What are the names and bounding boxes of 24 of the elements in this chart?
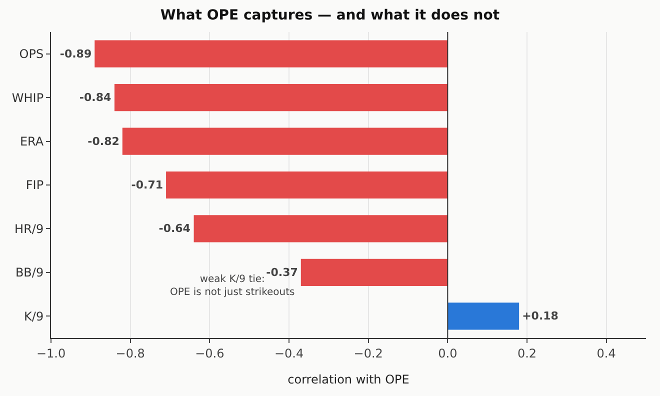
- x-tick-label: −0.8: [116, 346, 145, 360]
- x-tick-label: −0.6: [195, 346, 224, 360]
- data-label: -0.84: [79, 91, 112, 104]
- y-tick-label: K/9: [24, 309, 44, 324]
- data-label: -0.89: [60, 47, 92, 60]
- chart-title: What OPE captures — and what it does not: [160, 8, 500, 24]
- y-tick-label: HR/9: [14, 222, 44, 236]
- x-tick-label: −0.2: [354, 346, 383, 360]
- x-tick-label: 0.4: [596, 346, 616, 360]
- data-label: +0.18: [522, 310, 558, 323]
- y-tick-label: WHIP: [12, 90, 44, 105]
- x-tick-label: 0.2: [517, 346, 537, 360]
- x-tick-label: 0.0: [438, 346, 458, 360]
- x-tick-label: −0.4: [274, 346, 304, 360]
- y-tick-label: OPS: [19, 47, 44, 62]
- data-label: -0.64: [158, 222, 191, 236]
- y-tick-label: BB/9: [15, 266, 44, 280]
- y-tick-label: FIP: [26, 178, 44, 192]
- x-tick-label: −1.0: [36, 346, 66, 360]
- x-axis-title: correlation with OPE: [288, 372, 410, 386]
- data-label: -0.71: [131, 178, 164, 192]
- data-label: -0.37: [266, 266, 298, 279]
- y-tick-label: ERA: [20, 134, 44, 148]
- data-label: -0.82: [88, 134, 120, 148]
